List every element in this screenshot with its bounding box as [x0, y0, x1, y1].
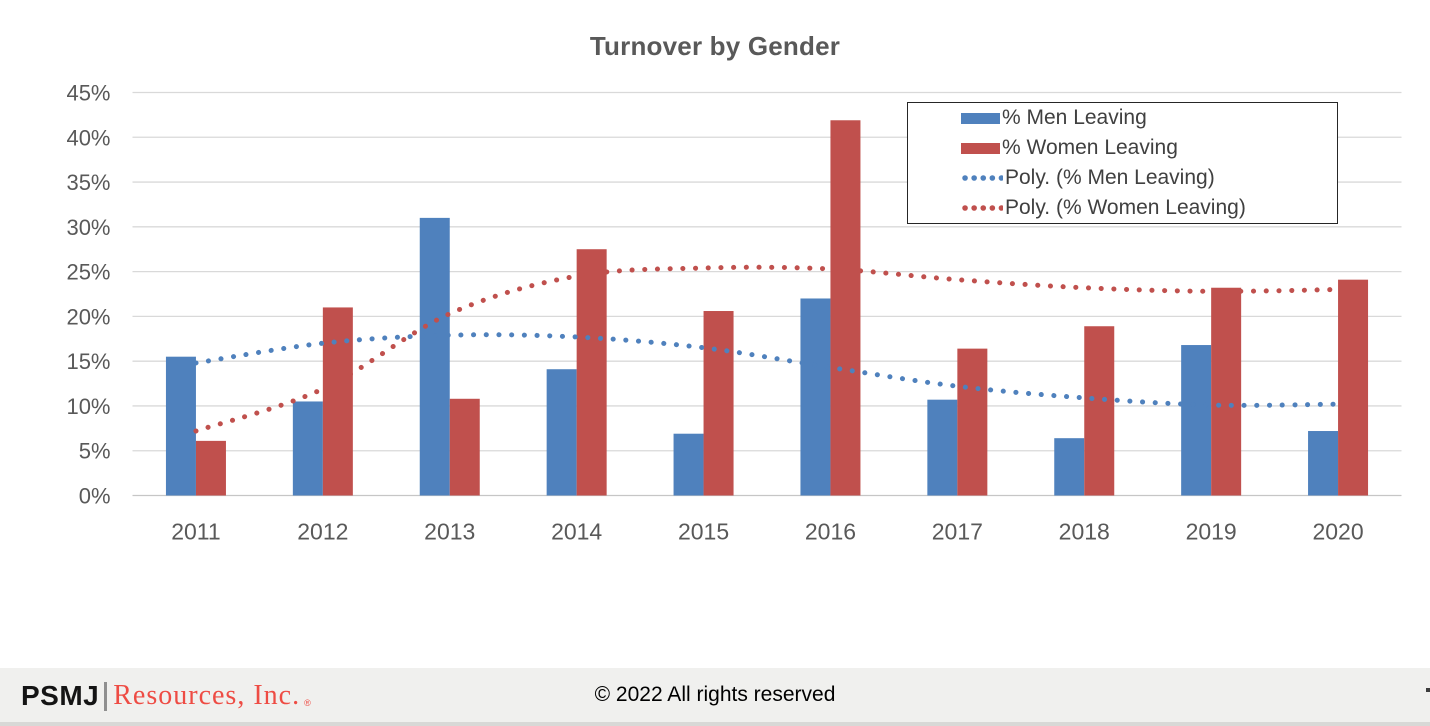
bar-men-2018 — [1054, 438, 1085, 496]
y-axis-tick-label: 45% — [66, 81, 110, 106]
y-axis-tick-label: 20% — [66, 304, 110, 329]
x-axis-tick-label: 2019 — [1186, 519, 1237, 545]
legend-label: Poly. (% Women Leaving) — [1005, 196, 1246, 219]
logo-divider — [104, 681, 108, 711]
bar-women-2011 — [195, 440, 226, 496]
trendline-men — [193, 332, 1341, 408]
x-axis-tick-label: 2020 — [1312, 519, 1363, 545]
x-axis-tick-label: 2013 — [424, 519, 475, 545]
legend-label: % Men Leaving — [1002, 106, 1147, 129]
y-axis-tick-label: 25% — [66, 260, 110, 285]
men-bar-swatch-icon — [961, 112, 1000, 124]
y-axis-tick-label: 10% — [66, 394, 110, 419]
footer-strip — [0, 668, 1430, 722]
y-axis-tick-label: 35% — [66, 170, 110, 195]
bar-men-2020 — [1308, 431, 1339, 496]
bar-men-2019 — [1181, 345, 1212, 496]
edge-artifact-mark — [1426, 688, 1430, 692]
registered-mark-icon: ® — [304, 698, 311, 708]
legend-item-poly-women: Poly. (% Women Leaving) — [908, 193, 1337, 223]
bar-men-2015 — [673, 433, 704, 496]
bar-women-2017 — [957, 348, 988, 496]
bar-women-2020 — [1338, 279, 1369, 496]
bar-men-2014 — [546, 369, 577, 496]
legend-label: Poly. (% Men Leaving) — [1005, 166, 1215, 189]
women-trend-swatch-icon — [962, 205, 1003, 211]
legend-item-poly-men: Poly. (% Men Leaving) — [908, 163, 1337, 193]
bar-women-2014 — [576, 249, 607, 496]
x-axis-tick-label: 2016 — [805, 519, 856, 545]
chart-legend: % Men Leaving % Women Leaving Poly. (% M… — [907, 102, 1338, 224]
men-trend-swatch-icon — [962, 175, 1003, 181]
y-axis-tick-label: 5% — [79, 439, 111, 464]
x-axis-tick-label: 2012 — [297, 519, 348, 545]
y-axis-tick-label: 40% — [66, 125, 110, 150]
women-bar-swatch-icon — [961, 142, 1000, 154]
copyright-text: © 2022 All rights reserved — [594, 683, 836, 706]
legend-label: % Women Leaving — [1002, 136, 1178, 159]
chart-title: Turnover by Gender — [589, 31, 841, 61]
footer-edge — [0, 722, 1430, 726]
bar-women-2012 — [322, 307, 353, 496]
x-axis-tick-label: 2015 — [678, 519, 729, 545]
bar-women-2015 — [703, 311, 734, 496]
x-axis-tick-label: 2014 — [551, 519, 602, 545]
bar-men-2011 — [165, 356, 196, 496]
x-axis-tick-label: 2017 — [932, 519, 983, 545]
psmj-logo: PSMJ Resources, Inc. ® — [21, 680, 311, 711]
y-axis-tick-label: 30% — [66, 215, 110, 240]
legend-item-men-leaving: % Men Leaving — [908, 103, 1337, 133]
legend-item-women-leaving: % Women Leaving — [908, 133, 1337, 163]
bar-men-2013 — [419, 217, 450, 496]
bar-men-2017 — [927, 399, 958, 496]
logo-resources-text: Resources, Inc. — [113, 680, 301, 711]
x-axis-tick-label: 2011 — [171, 519, 220, 545]
y-axis-tick-label: 15% — [66, 349, 110, 374]
bar-women-2018 — [1084, 326, 1115, 496]
y-axis-tick-label: 0% — [79, 484, 111, 509]
trendline-women — [193, 264, 1341, 434]
bar-women-2019 — [1211, 287, 1242, 496]
bar-women-2013 — [449, 398, 480, 496]
bar-men-2012 — [292, 401, 323, 496]
bar-women-2016 — [830, 120, 861, 496]
bar-men-2016 — [800, 298, 831, 496]
logo-psmj-text: PSMJ — [21, 680, 100, 711]
x-axis-tick-label: 2018 — [1059, 519, 1110, 545]
